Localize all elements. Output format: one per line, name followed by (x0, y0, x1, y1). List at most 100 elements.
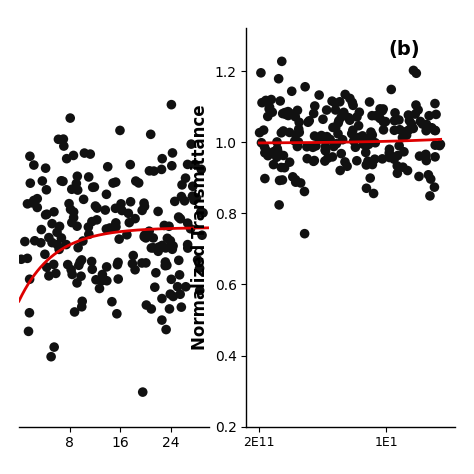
Point (75, 262, 82, 269)
Point (352, 144, 359, 151)
Point (288, 88, 295, 95)
Point (127, 161, 134, 168)
Point (80, 196, 87, 203)
Point (353, 113, 361, 121)
Point (332, 100, 339, 107)
Point (112, 223, 120, 231)
Point (343, 163, 351, 170)
Point (294, 107, 301, 114)
Point (115, 236, 123, 243)
Text: (b): (b) (388, 40, 420, 59)
Point (312, 142, 319, 150)
Point (158, 316, 166, 324)
Point (422, 157, 430, 164)
Point (258, 139, 265, 146)
Point (355, 134, 362, 141)
Point (423, 121, 430, 128)
Point (321, 146, 329, 154)
Point (346, 95, 354, 102)
Point (355, 122, 363, 129)
Point (350, 137, 357, 145)
Point (402, 128, 410, 136)
Point (277, 129, 285, 137)
Point (322, 147, 329, 155)
Point (303, 143, 310, 151)
Point (387, 86, 395, 93)
Point (178, 303, 185, 311)
Point (270, 148, 277, 156)
Point (422, 127, 430, 135)
Point (257, 69, 264, 77)
Point (318, 132, 325, 139)
Point (432, 127, 439, 134)
Point (431, 141, 439, 149)
Point (25, 328, 32, 335)
Point (96, 285, 103, 292)
Point (184, 244, 191, 252)
Point (264, 113, 272, 120)
Point (404, 167, 411, 174)
Point (268, 109, 276, 116)
Point (408, 120, 415, 128)
Point (162, 326, 170, 333)
Point (410, 67, 417, 74)
Point (363, 184, 370, 192)
Point (280, 152, 287, 159)
Point (112, 178, 119, 186)
Point (386, 154, 393, 161)
Point (141, 231, 148, 239)
Point (106, 224, 114, 232)
Point (63, 155, 71, 163)
Point (174, 283, 182, 291)
Point (412, 70, 420, 77)
Point (356, 109, 363, 116)
Point (21, 238, 28, 246)
Point (166, 291, 174, 298)
Point (341, 91, 349, 98)
Point (128, 260, 136, 267)
Point (141, 202, 148, 210)
Point (164, 235, 171, 242)
Point (198, 231, 206, 239)
Point (292, 176, 300, 183)
Point (262, 97, 270, 104)
Point (126, 219, 133, 227)
Point (366, 98, 374, 106)
Point (332, 106, 339, 114)
Point (292, 178, 300, 186)
Point (67, 206, 74, 213)
Point (323, 133, 331, 140)
Point (349, 101, 357, 109)
Point (43, 264, 51, 271)
Point (294, 138, 302, 146)
Point (311, 102, 319, 110)
Point (81, 149, 88, 157)
Point (74, 244, 82, 252)
Point (437, 140, 444, 148)
Point (43, 186, 50, 193)
Point (112, 219, 119, 227)
Point (27, 179, 34, 187)
Point (380, 118, 387, 126)
Point (29, 199, 36, 207)
Point (368, 112, 376, 119)
Point (30, 161, 37, 169)
Point (169, 246, 176, 253)
Point (74, 186, 82, 194)
Point (109, 179, 117, 187)
Point (182, 283, 190, 291)
Point (326, 136, 334, 143)
Point (103, 263, 110, 271)
Point (311, 132, 319, 140)
Point (280, 127, 287, 135)
Point (125, 210, 132, 217)
Point (337, 150, 345, 157)
Point (91, 183, 98, 191)
Point (189, 182, 197, 190)
Point (315, 135, 323, 143)
Point (432, 110, 440, 118)
Point (18, 255, 25, 263)
Point (85, 230, 92, 238)
Point (60, 142, 68, 150)
Point (284, 112, 292, 119)
